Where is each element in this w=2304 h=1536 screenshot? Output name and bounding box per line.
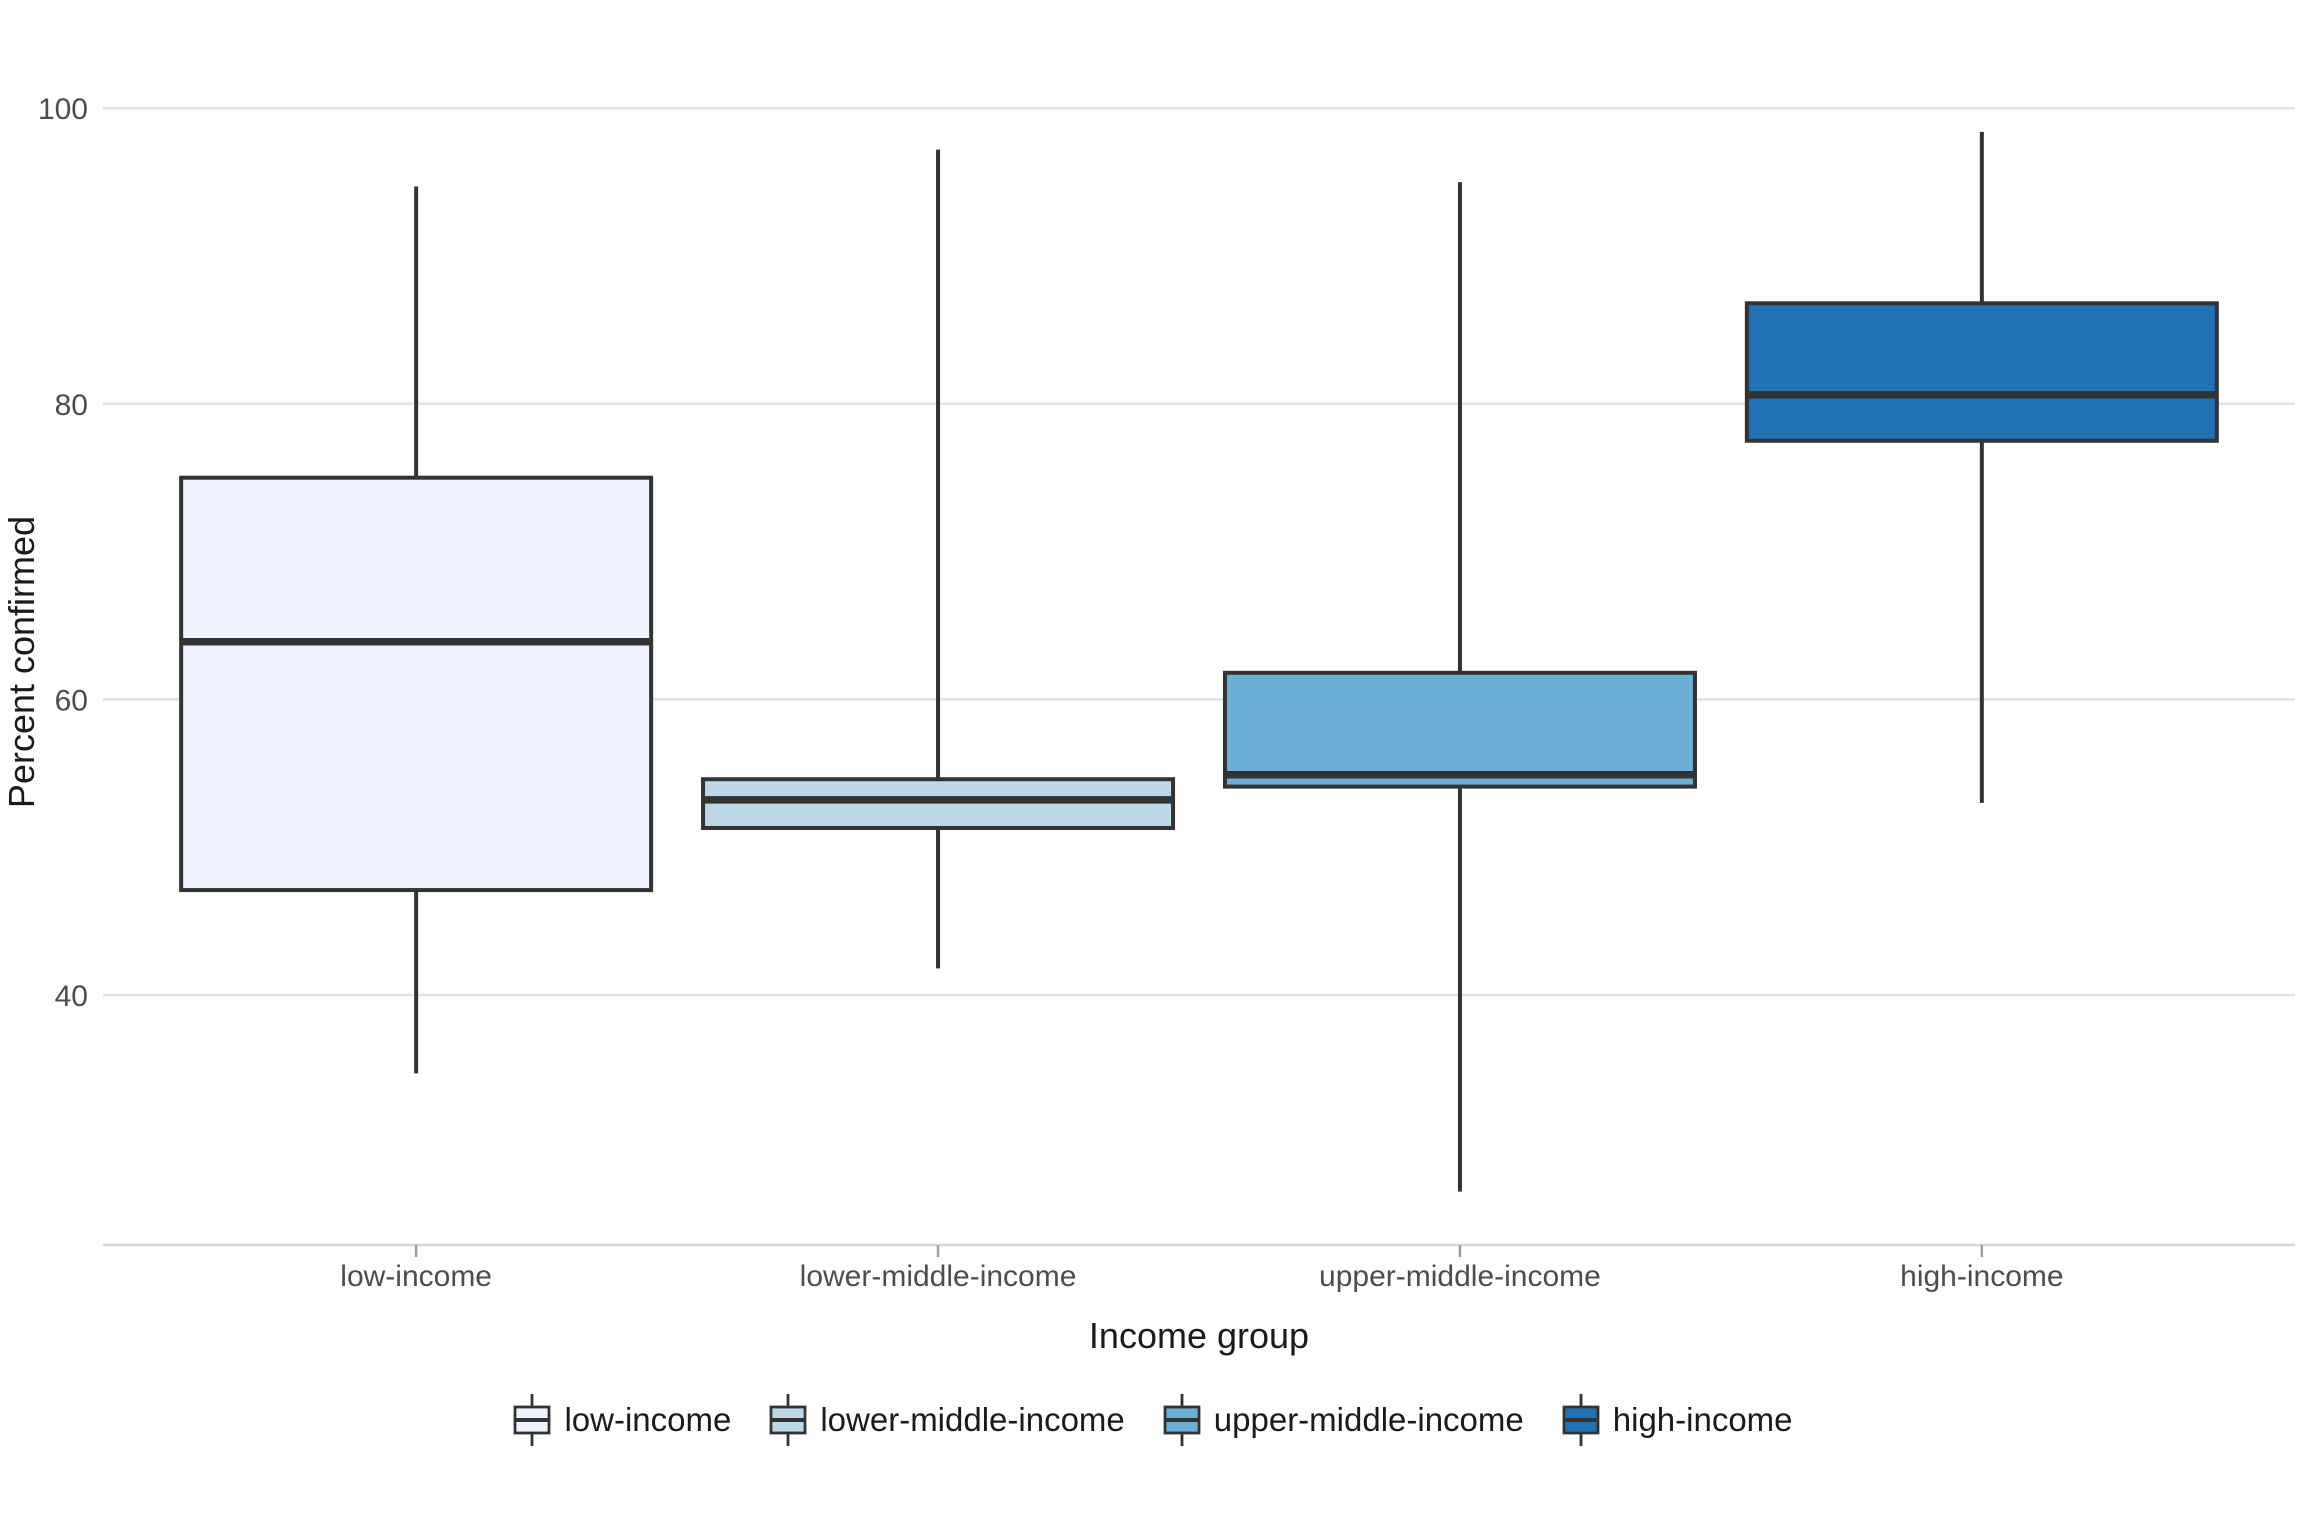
- y-tick-label-60: 60: [55, 684, 88, 717]
- legend-item-high-income: high-income: [1560, 1389, 1793, 1451]
- box-low-income: [179, 186, 654, 1074]
- legend-label-low-income: low-income: [564, 1401, 732, 1438]
- x-tick-label-lower-middle-income: lower-middle-income: [800, 1260, 1077, 1293]
- axis-layer: [103, 1243, 2295, 1257]
- y-axis-title: Percent confirmed: [1, 516, 42, 808]
- legend-label-lower-middle-income: lower-middle-income: [820, 1401, 1125, 1438]
- legend-key-boxplot-icon: [1562, 1394, 1600, 1446]
- legend-key-boxplot-icon: [514, 1394, 551, 1446]
- y-tick-label-40: 40: [55, 980, 88, 1013]
- x-tick-label-low-income: low-income: [340, 1260, 492, 1293]
- boxes-layer: [179, 131, 2219, 1192]
- x-axis-title: Income group: [1089, 1315, 1309, 1356]
- x-tick-label-high-income: high-income: [1900, 1260, 2063, 1293]
- iqr-box-upper-middle-income: [1222, 670, 1697, 789]
- tick-labels-layer: 40 60 80 100 low-income lower-middle-income up…: [38, 93, 2064, 1293]
- iqr-box-low-income: [179, 475, 654, 893]
- legend-key-boxplot-icon: [1163, 1394, 1201, 1446]
- legend-key-boxplot-icon: [769, 1394, 807, 1446]
- legend-item-lower-middle-income: lower-middle-income: [767, 1389, 1125, 1451]
- legend-item-low-income: low-income: [511, 1389, 731, 1451]
- box-upper-middle-income: [1222, 182, 1697, 1192]
- legend: low-income lower-middle-income upper-middl…: [0, 1386, 2304, 1454]
- y-tick-label-80: 80: [55, 389, 88, 422]
- box-lower-middle-income: [701, 149, 1176, 969]
- y-tick-label-100: 100: [38, 93, 88, 126]
- box-high-income: [1744, 131, 2219, 803]
- iqr-box-high-income: [1744, 301, 2219, 443]
- legend-label-upper-middle-income: upper-middle-income: [1213, 1401, 1524, 1438]
- legend-label-high-income: high-income: [1612, 1401, 1793, 1438]
- x-tick-label-upper-middle-income: upper-middle-income: [1319, 1260, 1601, 1293]
- legend-item-upper-middle-income: upper-middle-income: [1161, 1389, 1524, 1451]
